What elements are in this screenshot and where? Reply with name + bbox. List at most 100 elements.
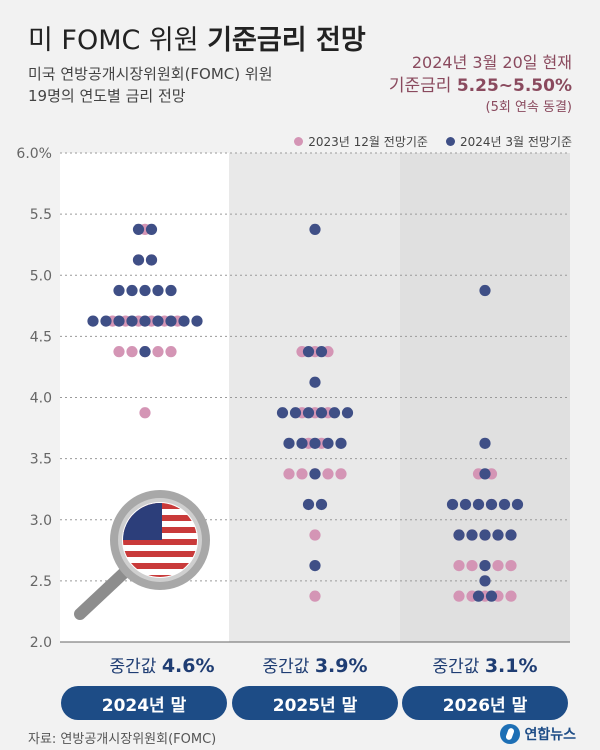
median-2024: 중간값 4.6% <box>77 652 247 677</box>
dot-mar2024 <box>145 254 158 266</box>
dot-mar2024 <box>485 590 498 602</box>
dot-dec2023 <box>335 468 347 480</box>
dot-dec2023 <box>453 559 465 572</box>
status-rate: 기준금리 5.25~5.50% <box>389 74 572 98</box>
dot-dec2023 <box>309 590 321 602</box>
median-label: 중간값 <box>109 657 157 677</box>
dot-mar2024 <box>492 529 504 541</box>
dot-dec2023 <box>139 407 151 419</box>
logo-text: 연합뉴스 <box>524 727 576 743</box>
y-tick-label: 4.5 <box>30 329 52 345</box>
y-tick-label: 5.0 <box>30 268 52 284</box>
y-tick-label: 5.5 <box>30 207 52 223</box>
yonhap-logo: 연합뉴스 <box>500 724 576 744</box>
dot-mar2024 <box>466 529 478 541</box>
dot-mar2024 <box>152 315 164 327</box>
legend-label-dec2023: 2023년 12월 전망기준 <box>308 135 428 149</box>
dot-dec2023 <box>113 346 125 358</box>
dot-mar2024 <box>479 529 491 541</box>
dot-mar2024 <box>165 315 177 327</box>
subtitle-line-2: 19명의 연도별 금리 전망 <box>28 87 186 105</box>
dot-mar2024 <box>453 529 465 541</box>
magnifier-flag-icon <box>74 490 210 620</box>
dot-mar2024 <box>152 284 164 297</box>
dot-mar2024 <box>132 223 145 236</box>
median-value: 3.1% <box>484 655 538 677</box>
dot-mar2024 <box>479 437 491 449</box>
dot-mar2024 <box>498 498 511 511</box>
dot-mar2024 <box>315 407 328 419</box>
y-tick-label: 3.5 <box>30 452 52 468</box>
dot-mar2024 <box>459 498 472 511</box>
dot-mar2024 <box>302 498 315 511</box>
dot-mar2024 <box>309 223 321 236</box>
dot-dec2023 <box>453 590 465 602</box>
legend-label-mar2024: 2024년 3월 전망기준 <box>459 135 572 149</box>
dot-dec2023 <box>152 346 164 358</box>
dot-mar2024 <box>139 315 151 327</box>
dot-mar2024 <box>446 498 459 511</box>
dot-mar2024 <box>309 437 321 449</box>
dot-dec2023 <box>505 590 517 602</box>
dot-mar2024 <box>139 346 151 358</box>
dot-mar2024 <box>289 407 302 419</box>
y-tick-label: 6.0% <box>16 146 52 162</box>
status-date: 2024년 3월 20일 현재 <box>411 53 572 72</box>
year-label-2026: 2026년 말 <box>402 686 568 720</box>
dot-mar2024 <box>191 315 203 327</box>
dot-mar2024 <box>126 284 138 297</box>
dot-mar2024 <box>335 437 347 449</box>
y-tick-label: 3.0 <box>30 513 52 529</box>
dot-mar2024 <box>100 315 112 327</box>
yonhap-logo-icon <box>500 724 521 744</box>
dot-dec2023 <box>322 468 334 480</box>
dot-dec2023 <box>492 559 504 572</box>
dot-mar2024 <box>309 468 321 480</box>
dot-mar2024 <box>302 346 315 358</box>
dot-dec2023 <box>126 346 138 358</box>
median-label: 중간값 <box>432 657 480 677</box>
median-value: 3.9% <box>314 655 368 677</box>
subtitle: 미국 연방공개시장위원회(FOMC) 위원 19명의 연도별 금리 전망 <box>28 63 328 107</box>
source-note: 자료: 연방공개시장위원회(FOMC) <box>28 732 217 747</box>
dot-dec2023 <box>283 468 295 480</box>
legend-item-dec2023: 2023년 12월 전망기준 <box>294 133 428 150</box>
dot-mar2024 <box>139 284 151 297</box>
dot-mar2024 <box>511 498 524 511</box>
dot-mar2024 <box>145 223 158 236</box>
title-prefix: 미 FOMC 위원 <box>28 25 199 56</box>
subtitle-line-1: 미국 연방공개시장위원회(FOMC) 위원 <box>28 65 273 83</box>
status-rate-value: 5.25~5.50% <box>456 76 572 96</box>
dot-mar2024 <box>479 575 491 587</box>
dot-mar2024 <box>328 407 341 419</box>
median-2025: 중간값 3.9% <box>230 652 400 677</box>
y-tick-label: 2.5 <box>30 574 52 590</box>
legend-item-mar2024: 2024년 3월 전망기준 <box>445 133 572 150</box>
dot-mar2024 <box>472 498 485 511</box>
dot-mar2024 <box>165 284 177 297</box>
median-value: 4.6% <box>161 655 215 677</box>
title-main: 기준금리 전망 <box>207 25 366 56</box>
chart-legend: 2023년 12월 전망기준 2024년 3월 전망기준 <box>294 133 572 150</box>
y-tick-label: 4.0 <box>30 391 52 407</box>
dot-mar2024 <box>315 346 328 358</box>
dot-dec2023 <box>466 559 478 572</box>
dot-dec2023 <box>165 346 177 358</box>
dot-mar2024 <box>322 437 334 449</box>
median-label: 중간값 <box>262 657 310 677</box>
dot-mar2024 <box>276 407 289 419</box>
status-note: (5회 연속 동결) <box>485 100 572 115</box>
dot-mar2024 <box>315 498 328 511</box>
status-rate-label: 기준금리 <box>388 76 452 96</box>
dot-mar2024 <box>113 315 125 327</box>
year-label-2025: 2025년 말 <box>232 686 398 720</box>
dot-mar2024 <box>132 254 145 266</box>
dot-mar2024 <box>479 559 491 572</box>
legend-dot-navy <box>445 137 455 146</box>
median-2026: 중간값 3.1% <box>400 652 570 677</box>
dot-mar2024 <box>505 529 517 541</box>
dot-mar2024 <box>113 284 125 297</box>
dot-mar2024 <box>296 437 308 449</box>
dot-mar2024 <box>126 315 138 327</box>
